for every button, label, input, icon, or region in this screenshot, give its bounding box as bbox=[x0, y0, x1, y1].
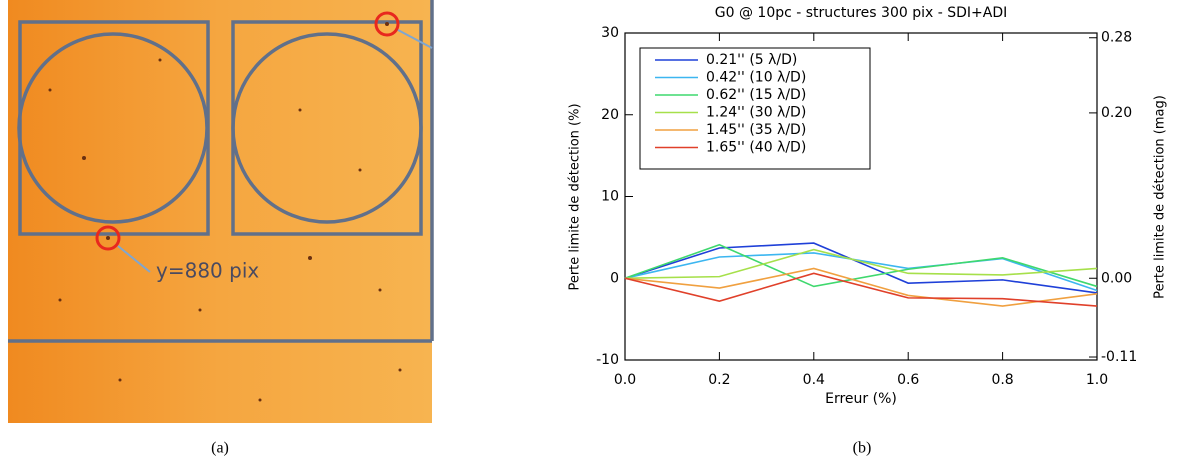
legend-label: 0.42'' (10 λ/D) bbox=[706, 70, 806, 86]
x-tick-label: 0.6 bbox=[897, 372, 919, 388]
x-tick-label: 1.0 bbox=[1086, 372, 1108, 388]
x-tick-label: 0.8 bbox=[991, 372, 1013, 388]
x-tick-label: 0.0 bbox=[614, 372, 636, 388]
y2-axis-label: Perte limite de détection (mag) bbox=[1153, 95, 1168, 299]
series-line bbox=[624, 248, 1098, 280]
legend-label: 1.24'' (30 λ/D) bbox=[706, 105, 806, 121]
x-tick-label: 0.4 bbox=[803, 372, 825, 388]
y2-tick-label: -0.11 bbox=[1101, 349, 1137, 365]
highlight-circles bbox=[95, 11, 400, 251]
legend-label: 1.45'' (35 λ/D) bbox=[706, 122, 806, 138]
series-line bbox=[624, 242, 1098, 294]
image-panel: y=880 pix (a) bbox=[8, 0, 434, 457]
series-line bbox=[624, 272, 1098, 307]
y-tick-label: -10 bbox=[596, 352, 619, 368]
y-tick-label: 0 bbox=[610, 270, 619, 286]
series-line bbox=[624, 267, 1098, 307]
arrows bbox=[117, 29, 433, 273]
series-line bbox=[624, 243, 1098, 288]
y-tick-label: 30 bbox=[601, 25, 619, 41]
y2-tick-label: 0.28 bbox=[1101, 30, 1132, 46]
legend-label: 0.62'' (15 λ/D) bbox=[706, 87, 806, 103]
caption: (b) bbox=[853, 440, 872, 457]
x-tick-label: 0.2 bbox=[708, 372, 730, 388]
y2-tick-label: 0.20 bbox=[1101, 105, 1132, 121]
y-tick-label: 10 bbox=[601, 189, 619, 205]
chart-title: G0 @ 10pc - structures 300 pix - SDI+ADI bbox=[715, 5, 1007, 21]
legend-label: 1.65'' (40 λ/D) bbox=[706, 140, 806, 156]
overlay-shapes bbox=[8, 0, 434, 343]
x-axis-label: Erreur (%) bbox=[825, 391, 897, 407]
speckles bbox=[48, 22, 402, 402]
y-tick-label: 20 bbox=[601, 107, 619, 123]
y2-tick-label: 0.00 bbox=[1101, 270, 1132, 286]
annotation: y=880 pix bbox=[156, 259, 259, 283]
legend-label: 0.21'' (5 λ/D) bbox=[706, 52, 797, 68]
detector-image bbox=[8, 0, 432, 423]
y-axis-label: Perte limite de détection (%) bbox=[568, 103, 583, 290]
caption: (a) bbox=[211, 440, 229, 457]
legend-box bbox=[639, 47, 871, 170]
